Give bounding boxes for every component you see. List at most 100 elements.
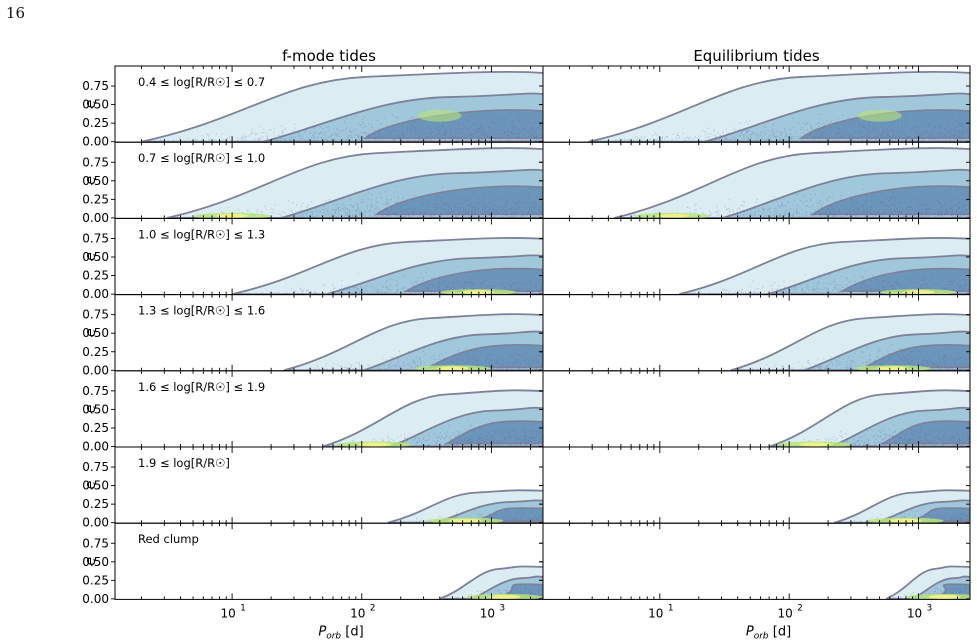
y-axis-label: e [83, 481, 99, 490]
density-contour-core [810, 185, 970, 216]
density-peak-core [449, 518, 482, 523]
y-tick-label: 0.00 [82, 592, 109, 606]
y-axis-label: e [83, 328, 99, 337]
density-peak-core [928, 594, 961, 599]
panel [539, 446, 971, 524]
density-peak-core [358, 442, 391, 447]
density-contour-core [443, 420, 543, 445]
panel: 0.00 0.25 0.50 0.75 e 1.0 ≤ log[R/R☉] ≤ 1.3 [82, 217, 544, 301]
y-tick-label: 0.75 [82, 536, 109, 550]
column-title: f-mode tides [282, 47, 376, 65]
density-peak-core [656, 213, 689, 218]
y-axis-label: e [83, 100, 99, 109]
density-contour-core [426, 343, 543, 369]
density-contour-core [475, 507, 543, 522]
y-tick-label: 0.75 [82, 460, 109, 474]
y-axis-label: e [83, 557, 99, 566]
scatter-points [176, 186, 543, 219]
row-label: 0.7 ≤ log[R/R☉] ≤ 1.0 [138, 151, 265, 165]
y-axis-label: e [83, 176, 99, 185]
y-tick-label: 0.50 [82, 250, 109, 264]
x-tick-label: 10 [350, 606, 365, 620]
y-tick-label: 0.00 [82, 516, 109, 530]
panel [539, 141, 971, 219]
y-axis-label: e [83, 252, 99, 261]
y-tick-label: 0.25 [82, 421, 109, 435]
row-label: 1.6 ≤ log[R/R☉] ≤ 1.9 [138, 380, 265, 394]
y-tick-label: 0.50 [82, 555, 109, 569]
y-tick-label: 0.00 [82, 211, 109, 225]
y-tick-label: 0.25 [82, 345, 109, 359]
x-tick-label: 10 [220, 606, 235, 620]
column-title: Equilibrium tides [693, 47, 820, 65]
y-tick-label: 0.00 [82, 363, 109, 377]
x-tick-exponent: 3 [499, 603, 505, 613]
density-peak [417, 109, 462, 122]
row-label: 1.9 ≤ log[R/R☉] [138, 456, 230, 470]
scatter-points [773, 422, 970, 447]
x-tick-exponent: 1 [668, 603, 674, 613]
x-tick-label: 10 [778, 606, 793, 620]
x-tick-label: 10 [907, 606, 922, 620]
panel: 0.00 0.25 0.50 0.75 e 0.7 ≤ log[R/R☉] ≤ 1.0 [82, 141, 544, 225]
y-tick-label: 0.00 [82, 135, 109, 149]
y-tick-label: 0.25 [82, 269, 109, 283]
x-axis-label: Porb [d] [746, 624, 791, 641]
y-tick-label: 0.50 [82, 402, 109, 416]
density-peak [857, 109, 902, 122]
x-tick-label: 10 [480, 606, 495, 620]
density-contour-core [838, 267, 970, 293]
y-tick-label: 0.25 [82, 116, 109, 130]
panel [539, 65, 971, 143]
scatter-points [618, 185, 970, 219]
density-contour-core [911, 507, 970, 522]
x-tick-exponent: 1 [240, 603, 246, 613]
panel [539, 294, 971, 372]
row-label: 0.4 ≤ log[R/R☉] ≤ 0.7 [138, 75, 265, 89]
row-label: Red clump [138, 532, 199, 546]
scatter-points [328, 420, 543, 447]
y-axis-label: e [83, 405, 99, 414]
scatter-points [390, 509, 543, 524]
panel [539, 217, 971, 296]
x-tick-exponent: 2 [797, 603, 803, 613]
panel: 10 1 10 2 10 3 Porb [d] [539, 522, 971, 641]
density-peak-core [488, 594, 521, 599]
y-tick-label: 0.75 [82, 384, 109, 398]
panel: 0.00 0.25 0.50 0.75 e 1.3 ≤ log[R/R☉] ≤ 1.6 [82, 294, 544, 377]
panel: 0.00 0.25 0.50 0.75 e 1.6 ≤ log[R/R☉] ≤ 1.9 [82, 370, 544, 454]
y-tick-label: 0.50 [82, 174, 109, 188]
y-tick-label: 0.00 [82, 440, 109, 454]
x-tick-label: 10 [648, 606, 663, 620]
x-axis-label: Porb [d] [318, 624, 363, 641]
y-tick-label: 0.25 [82, 497, 109, 511]
panel: 0.00 0.25 0.50 0.75 e 1.9 ≤ log[R/R☉] [82, 446, 544, 530]
density-contour-core [402, 267, 543, 293]
page-number: 16 [6, 4, 26, 22]
scatter-points [692, 268, 970, 295]
y-tick-label: 0.75 [82, 231, 109, 245]
y-tick-label: 0.25 [82, 573, 109, 587]
panel [539, 370, 971, 448]
density-peak-core [876, 366, 909, 371]
density-contour-core [362, 109, 543, 139]
y-tick-label: 0.75 [82, 79, 109, 93]
scatter-points [294, 347, 543, 371]
row-label: 1.0 ≤ log[R/R☉] ≤ 1.3 [138, 227, 265, 241]
panel: 0.00 0.25 0.50 0.75 e 0.4 ≤ log[R/R☉] ≤ 0.7 [82, 65, 544, 149]
density-contour-core [862, 343, 970, 369]
density-peak-core [799, 442, 832, 447]
density-contour-core [879, 420, 970, 445]
y-tick-label: 0.50 [82, 98, 109, 112]
y-tick-label: 0.50 [82, 479, 109, 493]
row-label: 1.3 ≤ log[R/R☉] ≤ 1.6 [138, 304, 265, 318]
panel: 0.00 0.25 0.50 0.75 e Red clump 10 1 10 2 10 3 Porb … [82, 522, 544, 641]
x-tick-exponent: 2 [370, 603, 376, 613]
panel-frame [542, 522, 971, 600]
y-tick-label: 0.75 [82, 308, 109, 322]
y-tick-label: 0.50 [82, 326, 109, 340]
y-tick-label: 0.00 [82, 287, 109, 301]
y-tick-label: 0.75 [82, 155, 109, 169]
x-tick-exponent: 3 [927, 603, 933, 613]
